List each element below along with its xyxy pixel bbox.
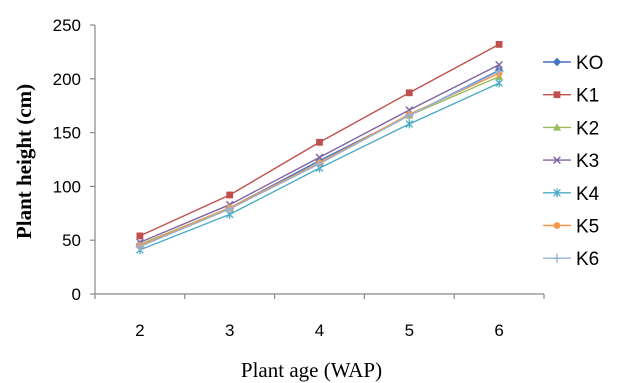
data-point-k1: [136, 232, 144, 240]
series-line-k3: [139, 64, 500, 243]
y-tick-label: 50: [62, 231, 81, 250]
legend-marker-k5: [553, 222, 561, 229]
data-point-k6: [225, 204, 235, 214]
data-point-k1: [405, 89, 413, 97]
legend-marker-k1: [553, 91, 561, 99]
data-point-k3: [315, 153, 324, 162]
x-axis-title: Plant age (WAP): [241, 358, 382, 382]
data-point-k6: [135, 242, 145, 252]
legend-marker-k2: [553, 123, 561, 131]
legend-label-k1: K1: [576, 86, 599, 107]
x-tick-label: 3: [225, 321, 234, 340]
legend-marker-k3: [553, 156, 561, 164]
data-point-k1: [316, 138, 323, 146]
legend: KO K1 K2 K3 K4 K5 K6: [543, 53, 603, 270]
x-tick-label: 4: [315, 321, 324, 340]
x-tick-label: 5: [405, 321, 414, 340]
data-point-k6: [404, 110, 414, 120]
legend-label-ko: KO: [576, 53, 603, 74]
plot-area: [135, 40, 504, 255]
legend-marker-k4: [553, 188, 561, 198]
y-tick-label: 200: [53, 70, 81, 89]
legend-label-k4: K4: [576, 184, 600, 205]
y-axis-title: Plant height (cm): [12, 84, 36, 239]
legend-label-k2: K2: [576, 118, 599, 139]
data-point-k6: [494, 66, 504, 76]
axes: 0 50 100 150 200 250 2 3 4 5 6: [53, 16, 545, 340]
data-point-k1: [495, 40, 503, 48]
data-point-k1: [226, 191, 234, 199]
y-tick-label: 100: [53, 177, 81, 196]
data-point-k4: [495, 78, 503, 88]
data-point-k3: [495, 60, 503, 69]
legend-label-k3: K3: [576, 151, 599, 172]
y-tick-label: 250: [53, 16, 81, 35]
legend-label-k5: K5: [576, 217, 599, 238]
y-tick-label: 150: [53, 124, 81, 143]
y-tick-label: 0: [72, 285, 81, 304]
data-point-k6: [315, 159, 324, 169]
data-point-k4: [405, 119, 414, 129]
x-tick-label: 2: [135, 321, 144, 340]
legend-label-k6: K6: [576, 249, 599, 270]
legend-marker-ko: [552, 57, 562, 67]
legend-marker-k6: [552, 253, 562, 263]
x-tick-label: 6: [494, 321, 503, 340]
